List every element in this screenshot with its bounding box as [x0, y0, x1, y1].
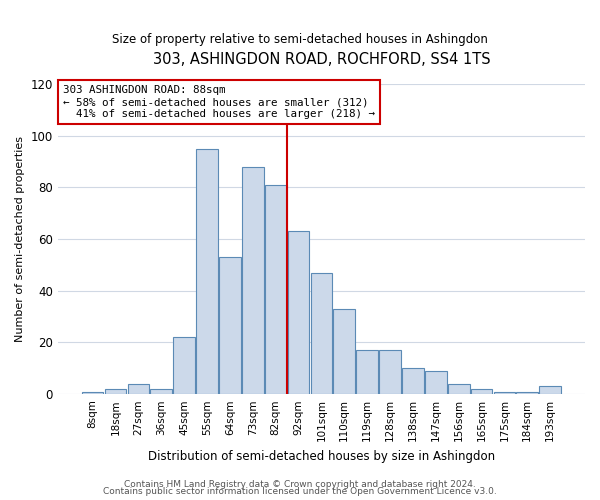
Bar	[242, 166, 263, 394]
Text: Contains public sector information licensed under the Open Government Licence v3: Contains public sector information licen…	[103, 488, 497, 496]
Bar	[287, 232, 310, 394]
Text: Size of property relative to semi-detached houses in Ashingdon: Size of property relative to semi-detach…	[112, 32, 488, 46]
Bar	[334, 309, 355, 394]
Bar	[425, 371, 446, 394]
Text: 303 ASHINGDON ROAD: 88sqm
← 58% of semi-detached houses are smaller (312)
  41% : 303 ASHINGDON ROAD: 88sqm ← 58% of semi-…	[63, 86, 375, 118]
Bar	[379, 350, 401, 394]
Bar	[539, 386, 561, 394]
Bar	[402, 368, 424, 394]
Bar	[494, 392, 515, 394]
Bar	[265, 185, 287, 394]
Bar	[311, 272, 332, 394]
Bar	[356, 350, 378, 394]
Y-axis label: Number of semi-detached properties: Number of semi-detached properties	[15, 136, 25, 342]
Bar	[173, 338, 195, 394]
Bar	[82, 392, 103, 394]
Bar	[151, 389, 172, 394]
Bar	[448, 384, 470, 394]
Bar	[104, 389, 127, 394]
Text: Contains HM Land Registry data © Crown copyright and database right 2024.: Contains HM Land Registry data © Crown c…	[124, 480, 476, 489]
Bar	[128, 384, 149, 394]
X-axis label: Distribution of semi-detached houses by size in Ashingdon: Distribution of semi-detached houses by …	[148, 450, 495, 462]
Title: 303, ASHINGDON ROAD, ROCHFORD, SS4 1TS: 303, ASHINGDON ROAD, ROCHFORD, SS4 1TS	[152, 52, 490, 68]
Bar	[219, 257, 241, 394]
Bar	[517, 392, 538, 394]
Bar	[196, 148, 218, 394]
Bar	[470, 389, 493, 394]
